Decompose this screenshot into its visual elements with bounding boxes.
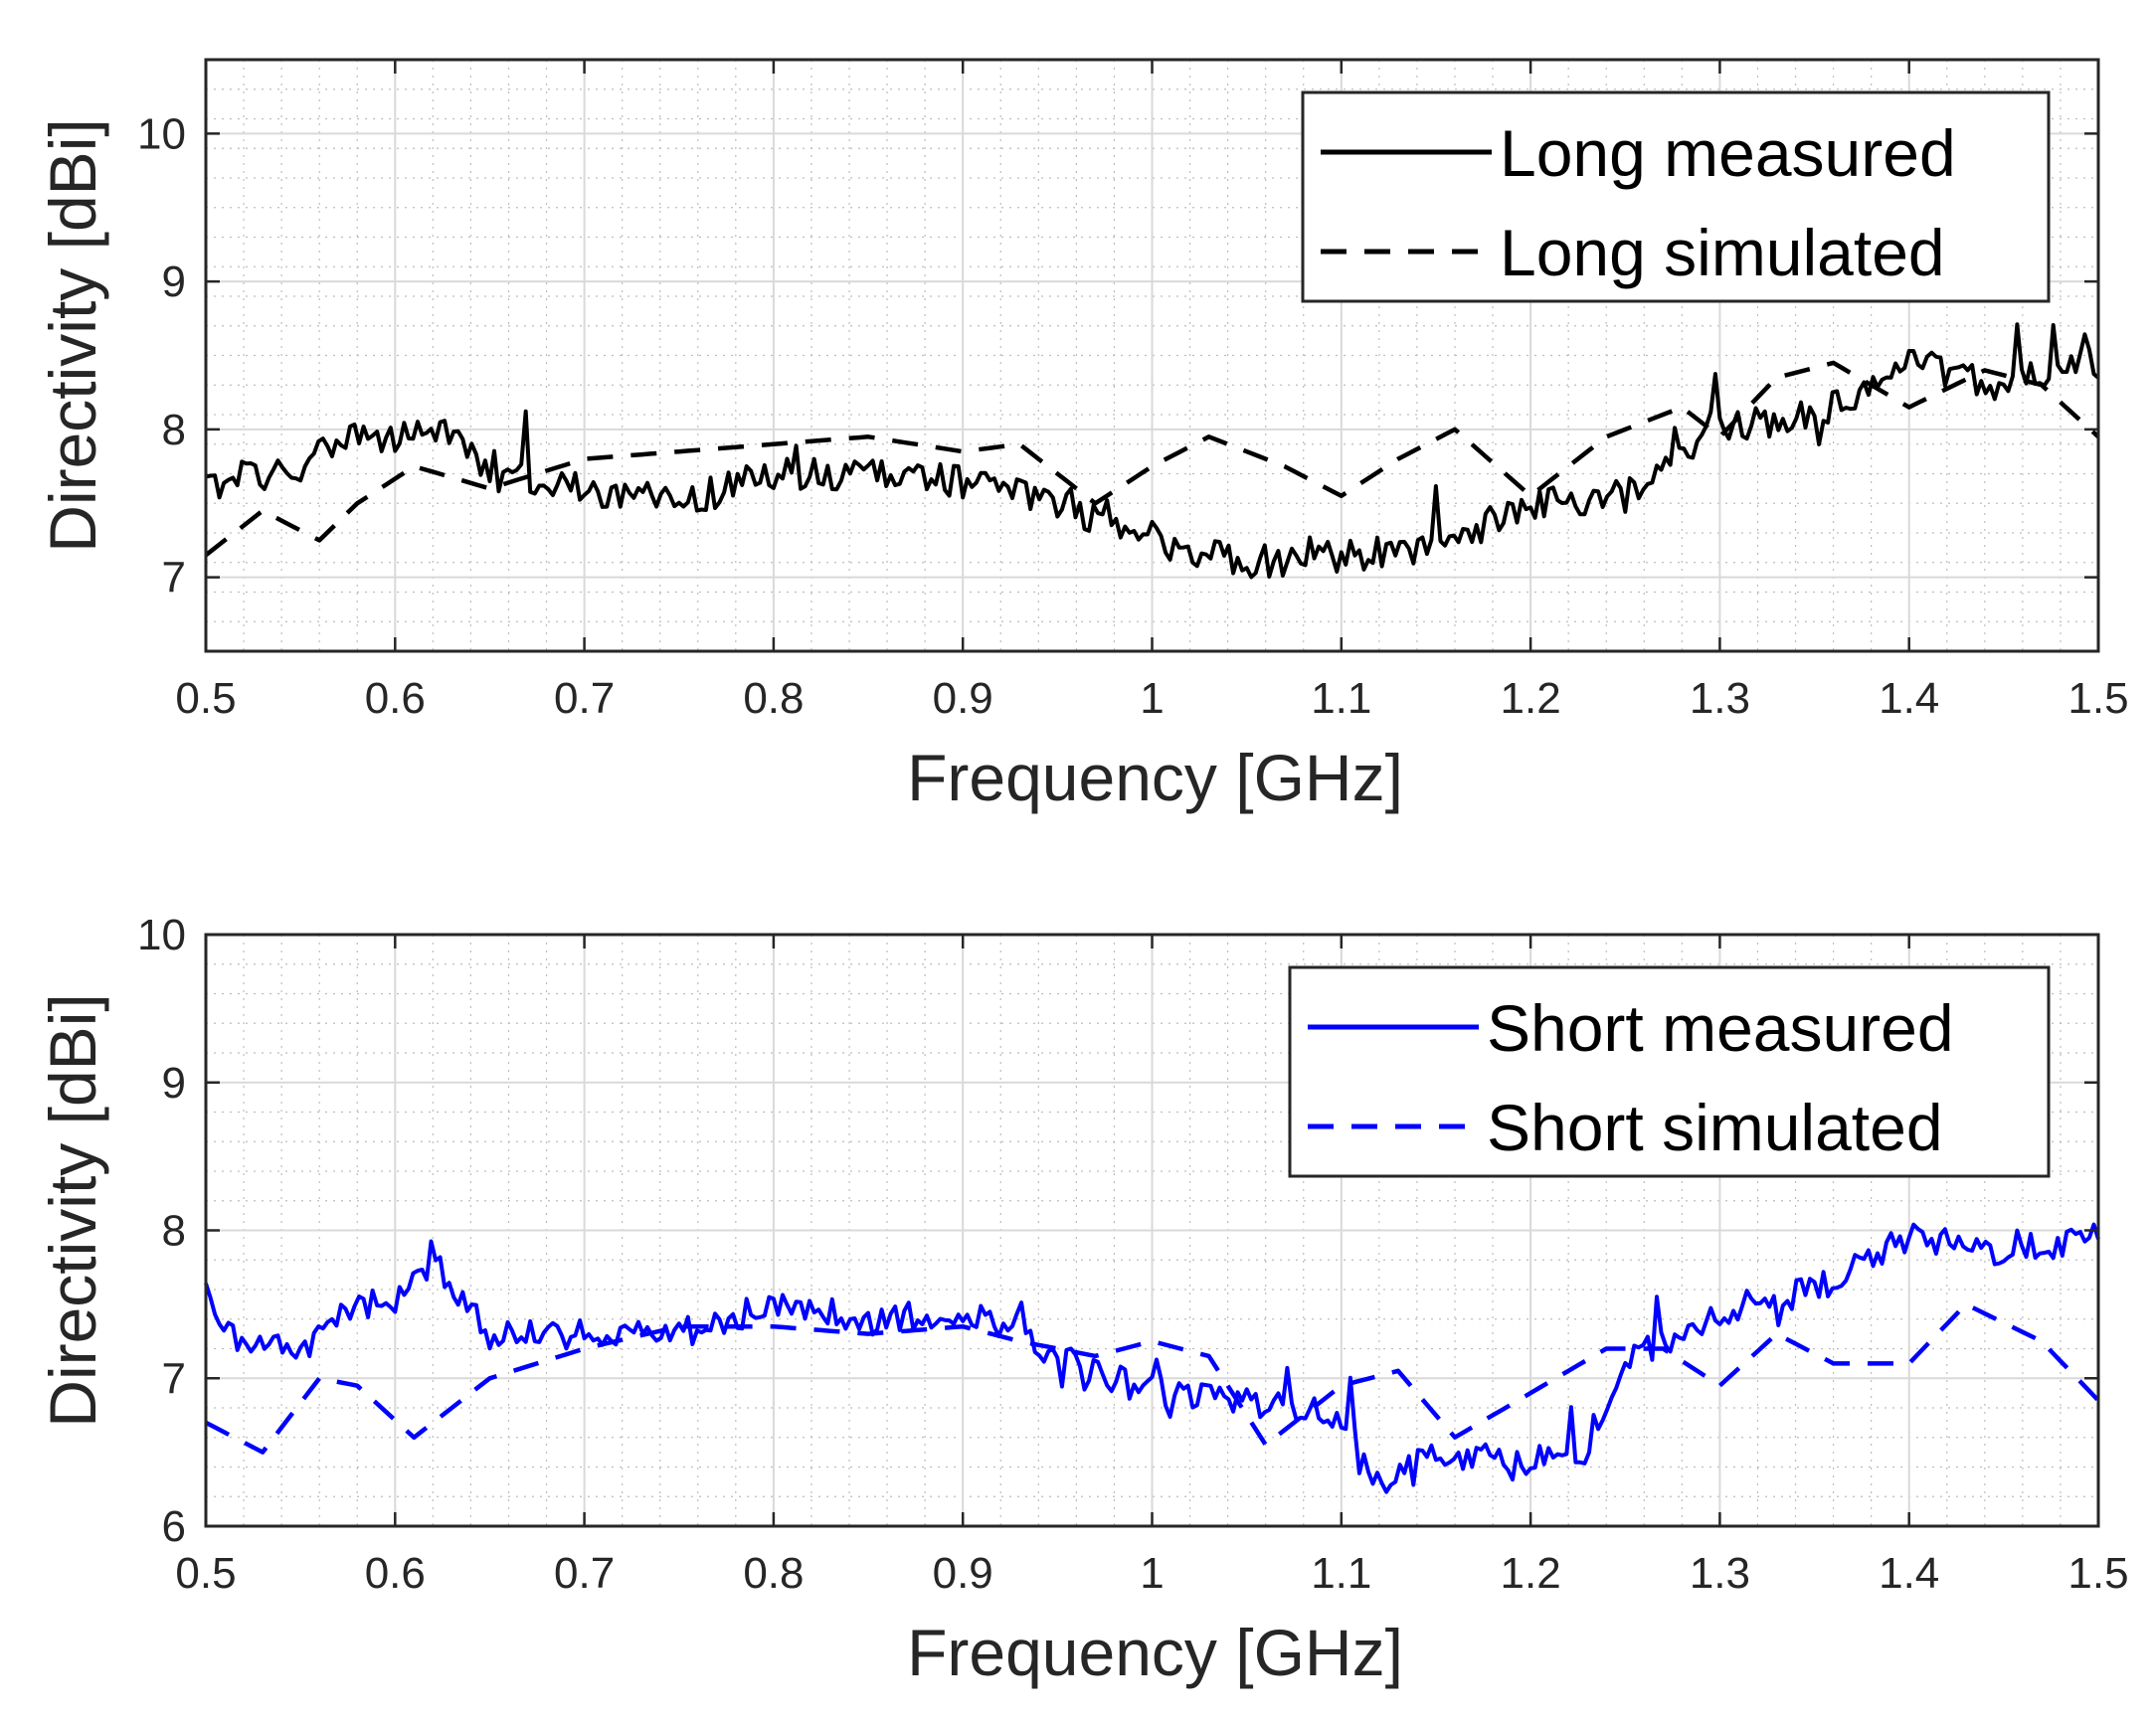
x-tick-label: 0.9 [933, 1549, 993, 1598]
legend-box [1288, 965, 2051, 1178]
x-tick-label: 1.1 [1311, 1549, 1371, 1598]
legend-label: Short simulated [1487, 1091, 1943, 1164]
series-line-short-measured [204, 1222, 2100, 1494]
x-tick-label: 1 [1140, 674, 1164, 723]
x-tick-label: 1.3 [1690, 1549, 1750, 1598]
y-tick-label: 9 [162, 1059, 186, 1108]
x-tick-label: 0.8 [743, 1549, 804, 1598]
y-tick-label: 9 [162, 258, 186, 306]
y-axis-label: Directivity [dBi] [36, 118, 109, 552]
tick-marks [204, 933, 2100, 1528]
y-tick-label: 7 [162, 554, 186, 603]
y-tick-label: 6 [162, 1502, 186, 1551]
top-panel-long: 0.5 0.6 0.7 0.8 0.9 1 1.1 1.2 1.3 1.4 1.5 7 8 9 10 Freq… [36, 58, 2129, 814]
x-tick-label: 1.3 [1690, 674, 1750, 723]
x-tick-label: 0.6 [365, 674, 426, 723]
series-line-long-measured [205, 322, 2100, 580]
series-line-short-simulated [204, 1301, 2100, 1455]
x-tick-label: 1.4 [1879, 1549, 1939, 1598]
x-tick-label: 0.7 [554, 674, 615, 723]
x-axis-label: Frequency [GHz] [907, 741, 1403, 814]
legend: Short measured Short simulated [1288, 965, 2051, 1178]
series-group [204, 322, 2100, 580]
y-tick-label: 10 [137, 911, 186, 959]
legend-box [1301, 90, 2051, 303]
x-tick-label: 1.2 [1501, 674, 1561, 723]
series-line-long-simulated [204, 360, 2100, 558]
x-tick-label: 1.5 [2067, 674, 2128, 723]
y-tick-label: 7 [162, 1354, 186, 1403]
x-tick-label: 0.8 [743, 674, 804, 723]
legend: Long measured Long simulated [1301, 90, 2051, 303]
y-tick-label: 10 [137, 109, 186, 158]
x-tick-label: 1.5 [2067, 1549, 2128, 1598]
x-tick-label: 1.1 [1311, 674, 1371, 723]
y-tick-label: 8 [162, 1207, 186, 1256]
x-tick-label: 1.4 [1879, 674, 1939, 723]
x-tick-label: 0.9 [933, 674, 993, 723]
x-tick-label: 1.2 [1501, 1549, 1561, 1598]
legend-label: Long simulated [1500, 216, 1945, 289]
legend-label: Short measured [1487, 991, 1954, 1065]
y-tick-label: 8 [162, 406, 186, 454]
x-tick-label: 0.7 [554, 1549, 615, 1598]
tick-marks [204, 60, 2100, 651]
x-tick-label: 0.6 [365, 1549, 426, 1598]
x-tick-label: 1 [1140, 1549, 1164, 1598]
x-tick-label: 0.5 [175, 1549, 236, 1598]
y-axis-label: Directivity [dBi] [36, 993, 109, 1427]
bottom-panel-short: 0.5 0.6 0.7 0.8 0.9 1 1.1 1.2 1.3 1.4 1.5 6 7 8 9 10 Fre… [36, 911, 2129, 1689]
series-group [204, 1222, 2100, 1494]
x-tick-label: 0.5 [175, 674, 236, 723]
legend-label: Long measured [1500, 116, 1956, 190]
x-axis-label: Frequency [GHz] [907, 1616, 1403, 1689]
